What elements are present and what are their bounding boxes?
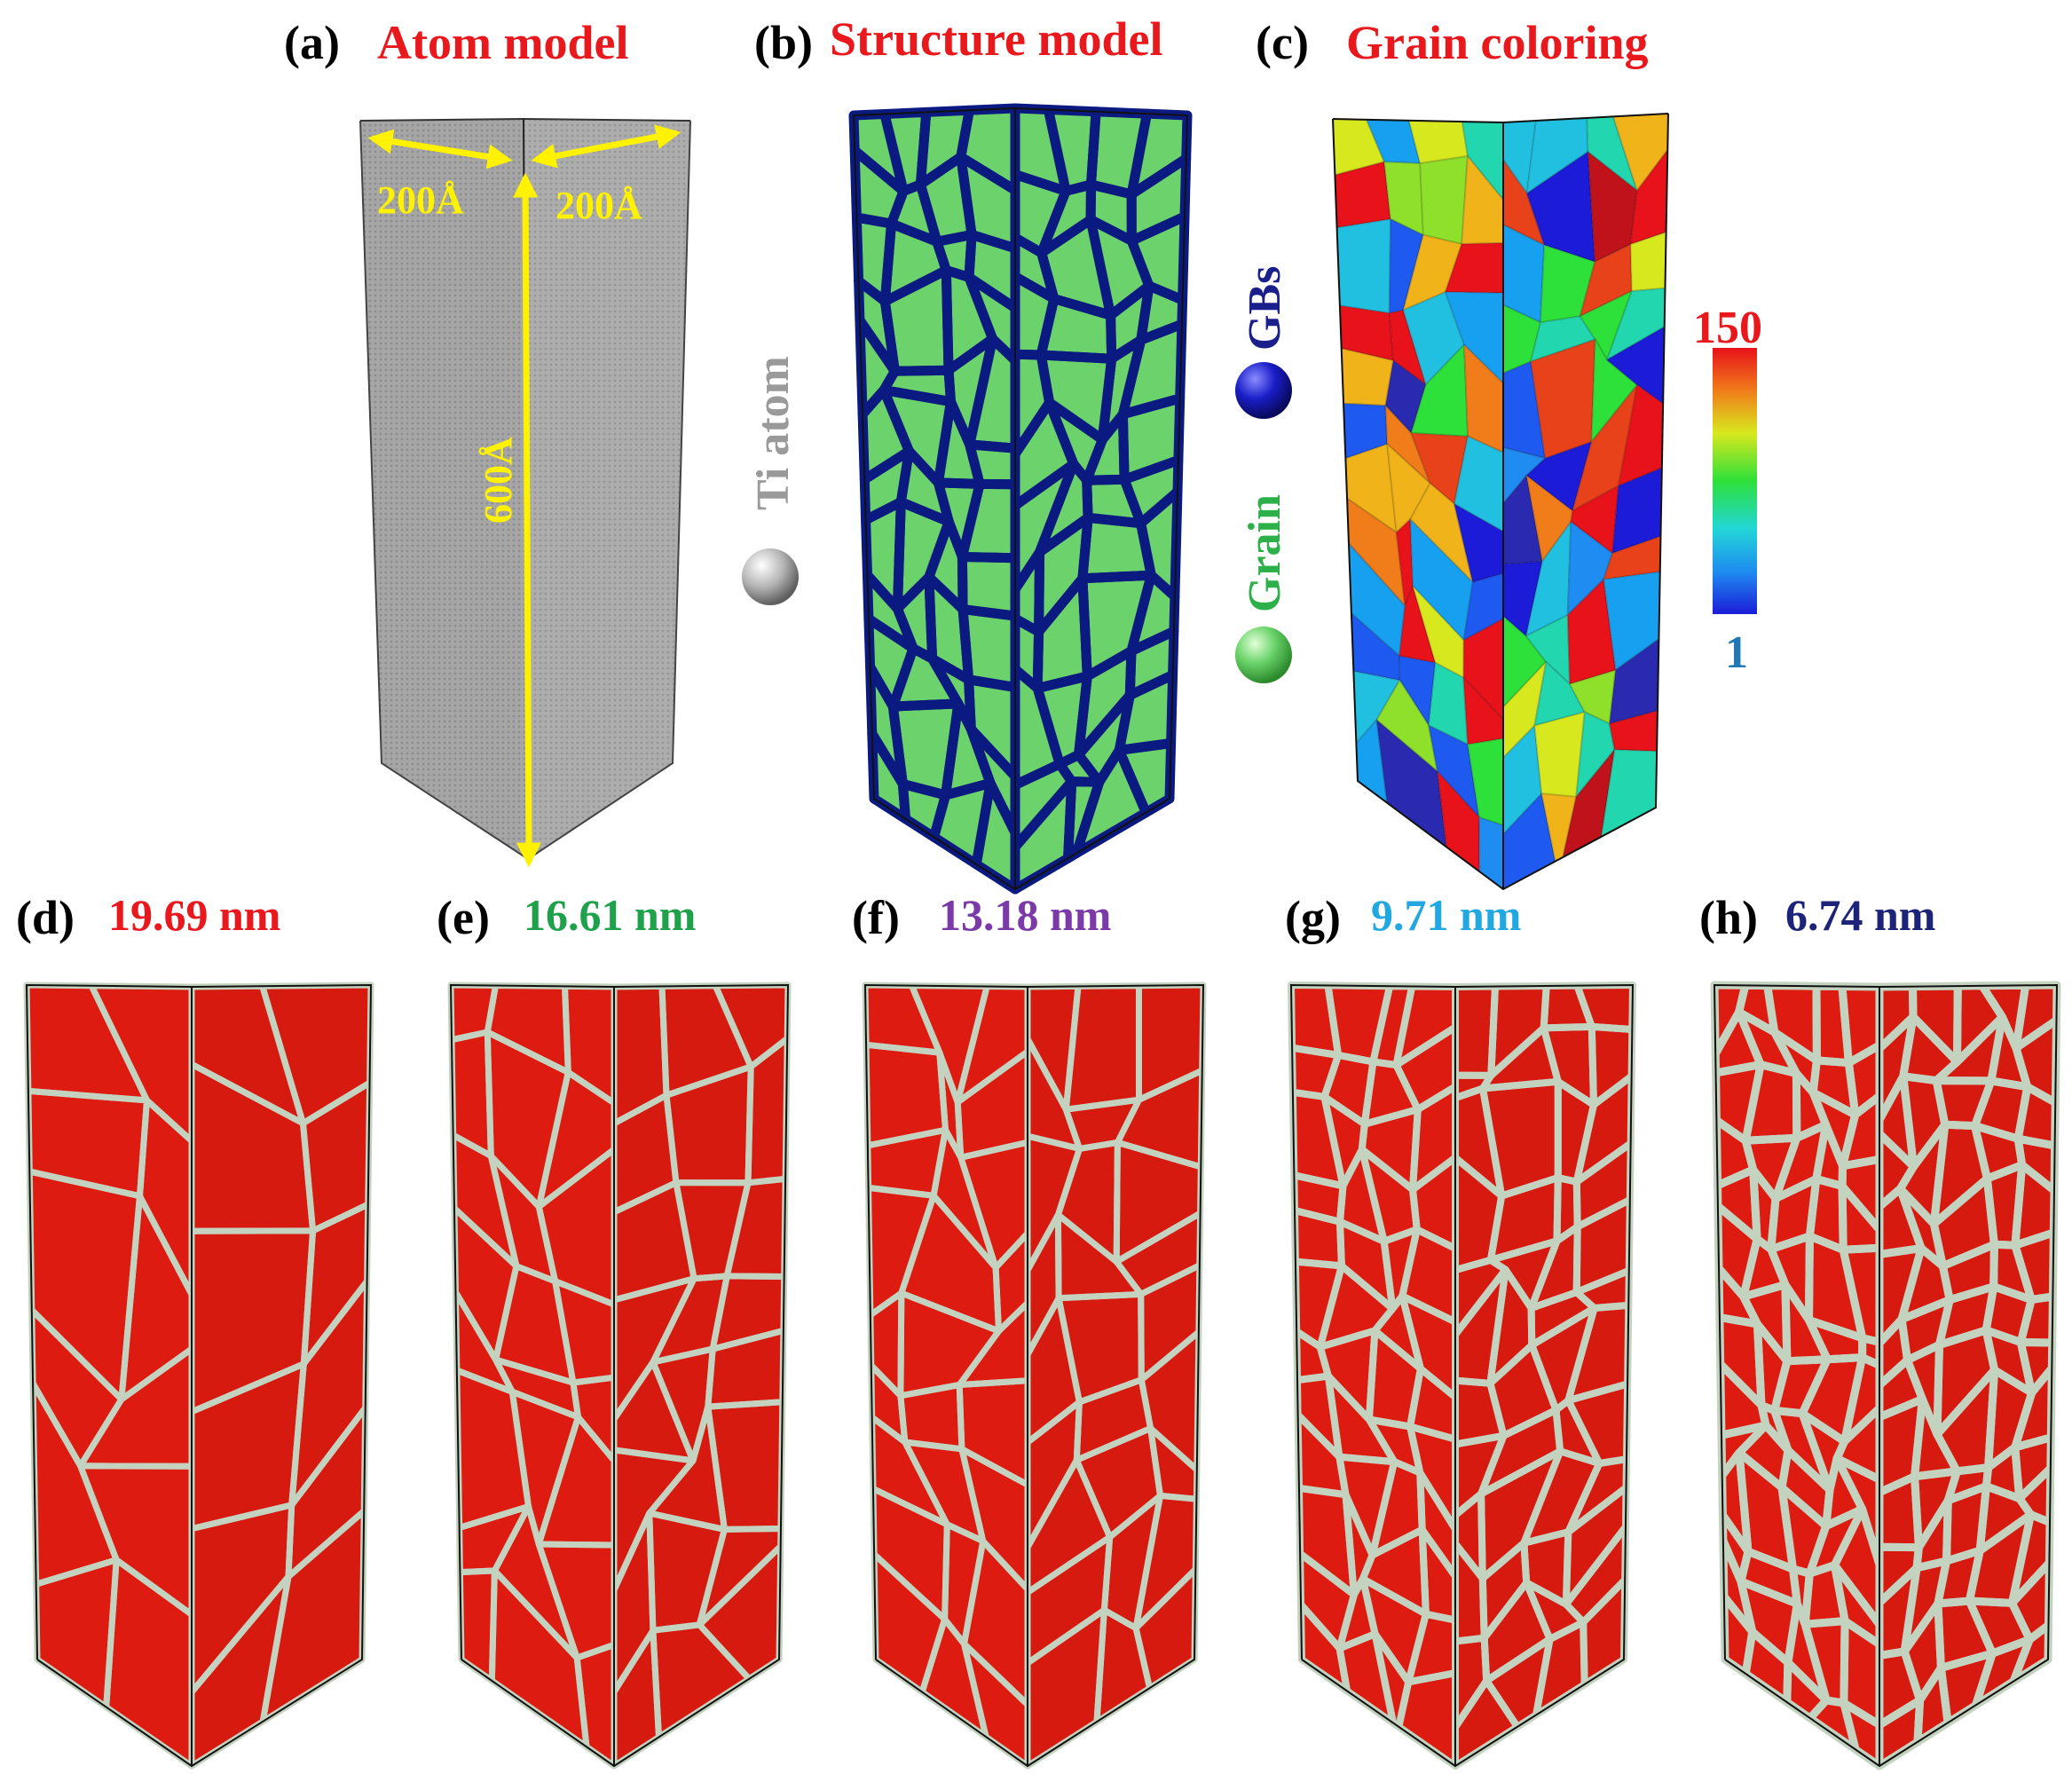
grain-sphere [1235, 627, 1292, 683]
gbs-sphere [1235, 362, 1292, 419]
panel-f-left-face [865, 985, 1028, 1766]
panel-d-model [23, 982, 374, 1770]
panel-labels: (a) Atom model (b) Structure model (c) G… [16, 12, 1935, 944]
panel-h-model [1710, 981, 2061, 1770]
gbs-label: GBs [1240, 266, 1290, 351]
colorbar-gradient [1713, 348, 1757, 614]
grain-size-models [23, 981, 2061, 1770]
panel-f-model [862, 982, 1207, 1770]
width-arrow [367, 129, 513, 170]
grain-label: Grain [1240, 494, 1290, 612]
ti-atom-sphere [742, 548, 799, 605]
panel-a-atom-model: 200Å 200Å 600Å [359, 117, 691, 868]
depth-arrow [531, 124, 681, 169]
panel-e-model [447, 982, 792, 1770]
grain-color-mosaic [1333, 114, 1668, 889]
panel-e-size: 16.61 nm [524, 890, 696, 940]
colorbar-max-label: 150 [1693, 303, 1762, 353]
structure-legend: GBs Grain [1235, 266, 1292, 683]
ti-atom-label: Ti atom [748, 356, 799, 510]
panel-d-letter: (d) [16, 891, 75, 944]
grain-id-colorbar: 150 1 [1693, 303, 1762, 678]
width-label: 200Å [377, 178, 464, 222]
height-arrow [513, 172, 541, 868]
depth-label: 200Å [555, 184, 642, 227]
panel-f-size: 13.18 nm [939, 890, 1111, 940]
panel-b-letter: (b) [754, 16, 813, 69]
panel-a-title: Atom model [377, 16, 628, 69]
colorbar-min-label: 1 [1725, 627, 1748, 678]
panel-g-size: 9.71 nm [1371, 890, 1521, 940]
panel-c-letter: (c) [1256, 16, 1309, 69]
panel-h-right-face [1879, 985, 2057, 1766]
atom-box-left-face [360, 119, 528, 859]
panel-c-title: Grain coloring [1346, 16, 1648, 69]
panel-b-structure-model [848, 103, 1193, 895]
panel-d-size: 19.69 nm [108, 890, 280, 940]
panel-c-grain-coloring [1332, 113, 1669, 891]
panel-h-letter: (h) [1699, 891, 1758, 944]
ti-atom-legend: Ti atom [742, 356, 799, 605]
panel-f-letter: (f) [852, 891, 900, 944]
height-label: 600Å [477, 437, 520, 524]
panel-a-letter: (a) [284, 16, 340, 69]
panel-g-letter: (g) [1285, 891, 1341, 944]
panel-g-model [1288, 982, 1636, 1770]
panel-b-title: Structure model [830, 12, 1162, 66]
atom-box-right-face [524, 119, 690, 859]
panel-e-letter: (e) [437, 891, 490, 944]
panel-h-size: 6.74 nm [1785, 890, 1935, 940]
